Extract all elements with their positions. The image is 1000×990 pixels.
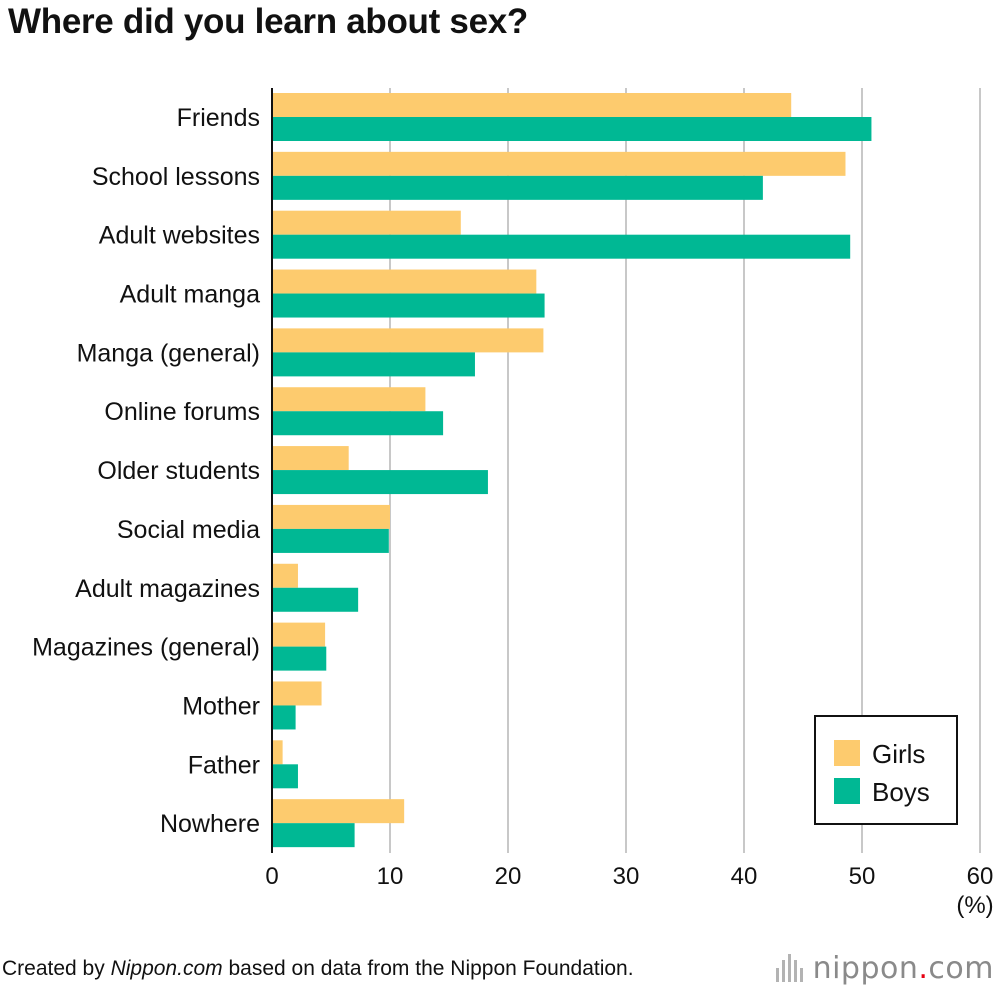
brand-name: nippon: [812, 950, 919, 986]
x-tick-label: 50: [849, 863, 876, 890]
credit-prefix: Created by: [2, 957, 111, 980]
logo-mark-icon: [775, 954, 803, 982]
x-tick-label: 30: [613, 863, 640, 890]
bar-girls: [272, 151, 846, 176]
bar-boys: [272, 411, 444, 436]
category-label: Online forums: [104, 398, 260, 426]
bar-boys: [272, 293, 545, 318]
legend-swatch-boys: [834, 778, 860, 804]
bar-boys: [272, 528, 389, 553]
bar-boys: [272, 705, 296, 730]
legend: Girls Boys: [814, 715, 958, 825]
category-label: Older students: [97, 457, 260, 485]
x-tick-label: 10: [377, 863, 404, 890]
bar-boys: [272, 175, 763, 200]
chart-title: Where did you learn about sex?: [8, 2, 528, 41]
bar-girls: [272, 210, 461, 235]
x-tick-label: 60: [967, 863, 994, 890]
x-tick-label: 40: [731, 863, 758, 890]
bar-boys: [272, 234, 851, 259]
grid-lines: [389, 88, 981, 853]
bar-boys: [272, 587, 359, 612]
credit-source: Nippon.com: [110, 957, 223, 980]
bar-boys: [272, 764, 298, 789]
bar-girls: [272, 681, 322, 706]
legend-label-girls: Girls: [872, 739, 925, 769]
bar-girls: [272, 504, 390, 529]
bars: [272, 93, 872, 848]
bar-girls: [272, 740, 283, 765]
source-credit: Created by Nippon.com based on data from…: [2, 957, 634, 981]
category-label: Friends: [177, 104, 260, 132]
bar-boys: [272, 823, 355, 848]
category-label: Father: [188, 751, 260, 779]
bar-girls: [272, 563, 298, 588]
category-label: Nowhere: [160, 810, 260, 838]
nippon-logo: nippon. com: [775, 948, 994, 988]
bar-girls: [272, 269, 537, 294]
bar-girls: [272, 328, 544, 353]
category-label: Manga (general): [77, 339, 260, 367]
bar-girls: [272, 446, 349, 471]
bar-boys: [272, 352, 475, 377]
bar-girls: [272, 622, 326, 647]
bar-girls: [272, 799, 405, 824]
brand-dot: .: [918, 950, 929, 986]
brand-tld: com: [928, 950, 994, 986]
x-tick-label: 20: [495, 863, 522, 890]
x-axis-ticks: 0 10 20 30 40 50 60: [265, 863, 993, 890]
legend-swatch-girls: [834, 740, 860, 766]
category-label: Social media: [117, 516, 260, 544]
credit-suffix: based on data from the Nippon Foundation…: [222, 957, 634, 980]
bar-boys: [272, 646, 327, 671]
category-labels: Friends School lessons Adult websites Adult…: [32, 104, 260, 838]
category-label: Magazines (general): [32, 634, 260, 662]
legend-box: [814, 715, 958, 825]
legend-label-boys: Boys: [872, 777, 930, 807]
category-label: Mother: [182, 692, 260, 720]
bar-girls: [272, 93, 792, 117]
x-tick-label: 0: [265, 863, 278, 890]
category-label: School lessons: [92, 163, 260, 191]
category-label: Adult manga: [120, 281, 260, 309]
bar-boys: [272, 117, 872, 141]
category-label: Adult websites: [99, 222, 260, 250]
bar-boys: [272, 470, 488, 495]
bar-girls: [272, 387, 426, 412]
category-label: Adult magazines: [75, 575, 260, 603]
x-axis-unit: (%): [956, 892, 993, 919]
